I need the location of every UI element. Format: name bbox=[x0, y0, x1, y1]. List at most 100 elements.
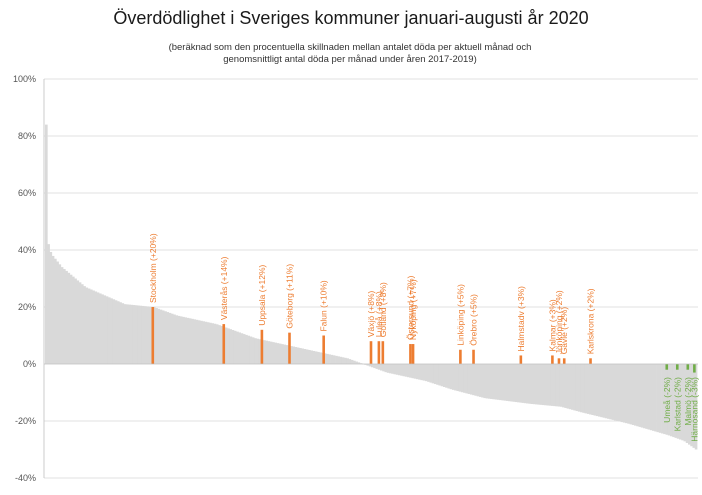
bar bbox=[665, 364, 669, 435]
y-tick-label: 80% bbox=[18, 131, 36, 141]
bar-labels: Stockholm (+20%) Västerås (+14%) Uppsala (… bbox=[148, 233, 700, 442]
bar bbox=[447, 364, 451, 389]
bar bbox=[143, 306, 147, 364]
bar bbox=[627, 364, 630, 424]
bar bbox=[656, 364, 660, 433]
chart-subtitle: (beräknad som den procentuella skillnade… bbox=[150, 42, 550, 66]
highlight-bar bbox=[557, 358, 561, 364]
bar bbox=[415, 364, 419, 380]
bar bbox=[568, 364, 572, 410]
bar bbox=[125, 304, 129, 364]
bar bbox=[467, 364, 471, 394]
bar bbox=[98, 293, 102, 364]
bar bbox=[557, 364, 561, 407]
bar bbox=[112, 299, 116, 364]
bar bbox=[577, 364, 581, 412]
bar bbox=[337, 356, 340, 364]
bar bbox=[395, 364, 399, 375]
bar bbox=[420, 364, 424, 381]
bar-label: Malmö (-2%) bbox=[683, 377, 693, 426]
bar bbox=[400, 364, 403, 376]
bar bbox=[341, 357, 345, 364]
highlight-bar bbox=[675, 364, 679, 370]
bar bbox=[71, 276, 75, 364]
bar bbox=[382, 364, 385, 372]
bar bbox=[62, 269, 66, 364]
bar bbox=[564, 364, 567, 408]
bar bbox=[530, 364, 534, 404]
bar bbox=[238, 332, 241, 364]
bar bbox=[45, 124, 48, 364]
bar bbox=[512, 364, 516, 402]
bar bbox=[197, 320, 201, 364]
bar bbox=[89, 289, 93, 364]
highlight-bar bbox=[381, 341, 385, 364]
bar bbox=[643, 364, 646, 429]
bar bbox=[636, 364, 639, 427]
bar bbox=[166, 312, 170, 364]
bar bbox=[231, 330, 235, 364]
bar bbox=[366, 364, 370, 366]
bar-label: Gotland (+8%) bbox=[378, 282, 388, 337]
bar bbox=[114, 300, 118, 364]
bar bbox=[233, 330, 237, 364]
bar bbox=[474, 364, 478, 396]
bar bbox=[110, 298, 113, 364]
bar bbox=[460, 364, 464, 393]
bar bbox=[105, 296, 109, 364]
bar bbox=[69, 274, 73, 364]
bar bbox=[314, 351, 318, 364]
bar bbox=[132, 305, 136, 364]
bar bbox=[472, 364, 475, 396]
bar bbox=[242, 334, 246, 364]
bar bbox=[503, 364, 507, 401]
bar bbox=[622, 364, 626, 423]
bar bbox=[371, 364, 374, 368]
bar bbox=[94, 291, 98, 364]
bar bbox=[332, 355, 336, 364]
bar-label: Jönköping (+2%) bbox=[554, 290, 564, 354]
bar bbox=[559, 364, 563, 407]
bar bbox=[571, 364, 574, 410]
bar bbox=[548, 364, 552, 406]
bar bbox=[308, 349, 311, 364]
bar bbox=[611, 364, 615, 420]
bar bbox=[465, 364, 469, 394]
bar bbox=[634, 364, 637, 426]
bar bbox=[173, 314, 176, 364]
bar bbox=[658, 364, 662, 433]
bar bbox=[121, 303, 125, 364]
bar bbox=[265, 340, 268, 364]
bar bbox=[206, 322, 210, 364]
bar bbox=[458, 364, 462, 392]
bar bbox=[481, 364, 484, 398]
bar bbox=[463, 364, 466, 393]
bar bbox=[685, 364, 689, 443]
bar bbox=[211, 323, 215, 364]
bar bbox=[182, 316, 185, 364]
bar bbox=[278, 343, 282, 364]
bar bbox=[413, 364, 417, 379]
subtitle-line-1: (beräknad som den procentuella skillnade… bbox=[168, 42, 532, 53]
bar-label: Karlskrona (+2%) bbox=[586, 288, 596, 354]
bar bbox=[353, 360, 356, 364]
bar bbox=[442, 364, 446, 387]
chart-title: Överdödlighet i Sveriges kommuner januar… bbox=[113, 8, 589, 28]
bar bbox=[575, 364, 579, 412]
bar bbox=[681, 364, 684, 441]
bar bbox=[602, 364, 606, 418]
bar bbox=[431, 364, 435, 384]
bar bbox=[123, 304, 127, 364]
bar bbox=[429, 364, 433, 383]
bar bbox=[168, 312, 172, 364]
bar bbox=[290, 346, 293, 364]
bar bbox=[186, 317, 190, 364]
axes: -40% -20% 0% 20% 40% 60% 80% 100% bbox=[13, 74, 698, 483]
bar bbox=[305, 349, 309, 364]
highlight-bar bbox=[288, 332, 291, 364]
bar bbox=[272, 342, 275, 364]
bar-label: Nyköping (+7%) bbox=[408, 279, 418, 340]
bar bbox=[330, 354, 334, 364]
bar bbox=[591, 364, 594, 415]
bar bbox=[535, 364, 538, 405]
